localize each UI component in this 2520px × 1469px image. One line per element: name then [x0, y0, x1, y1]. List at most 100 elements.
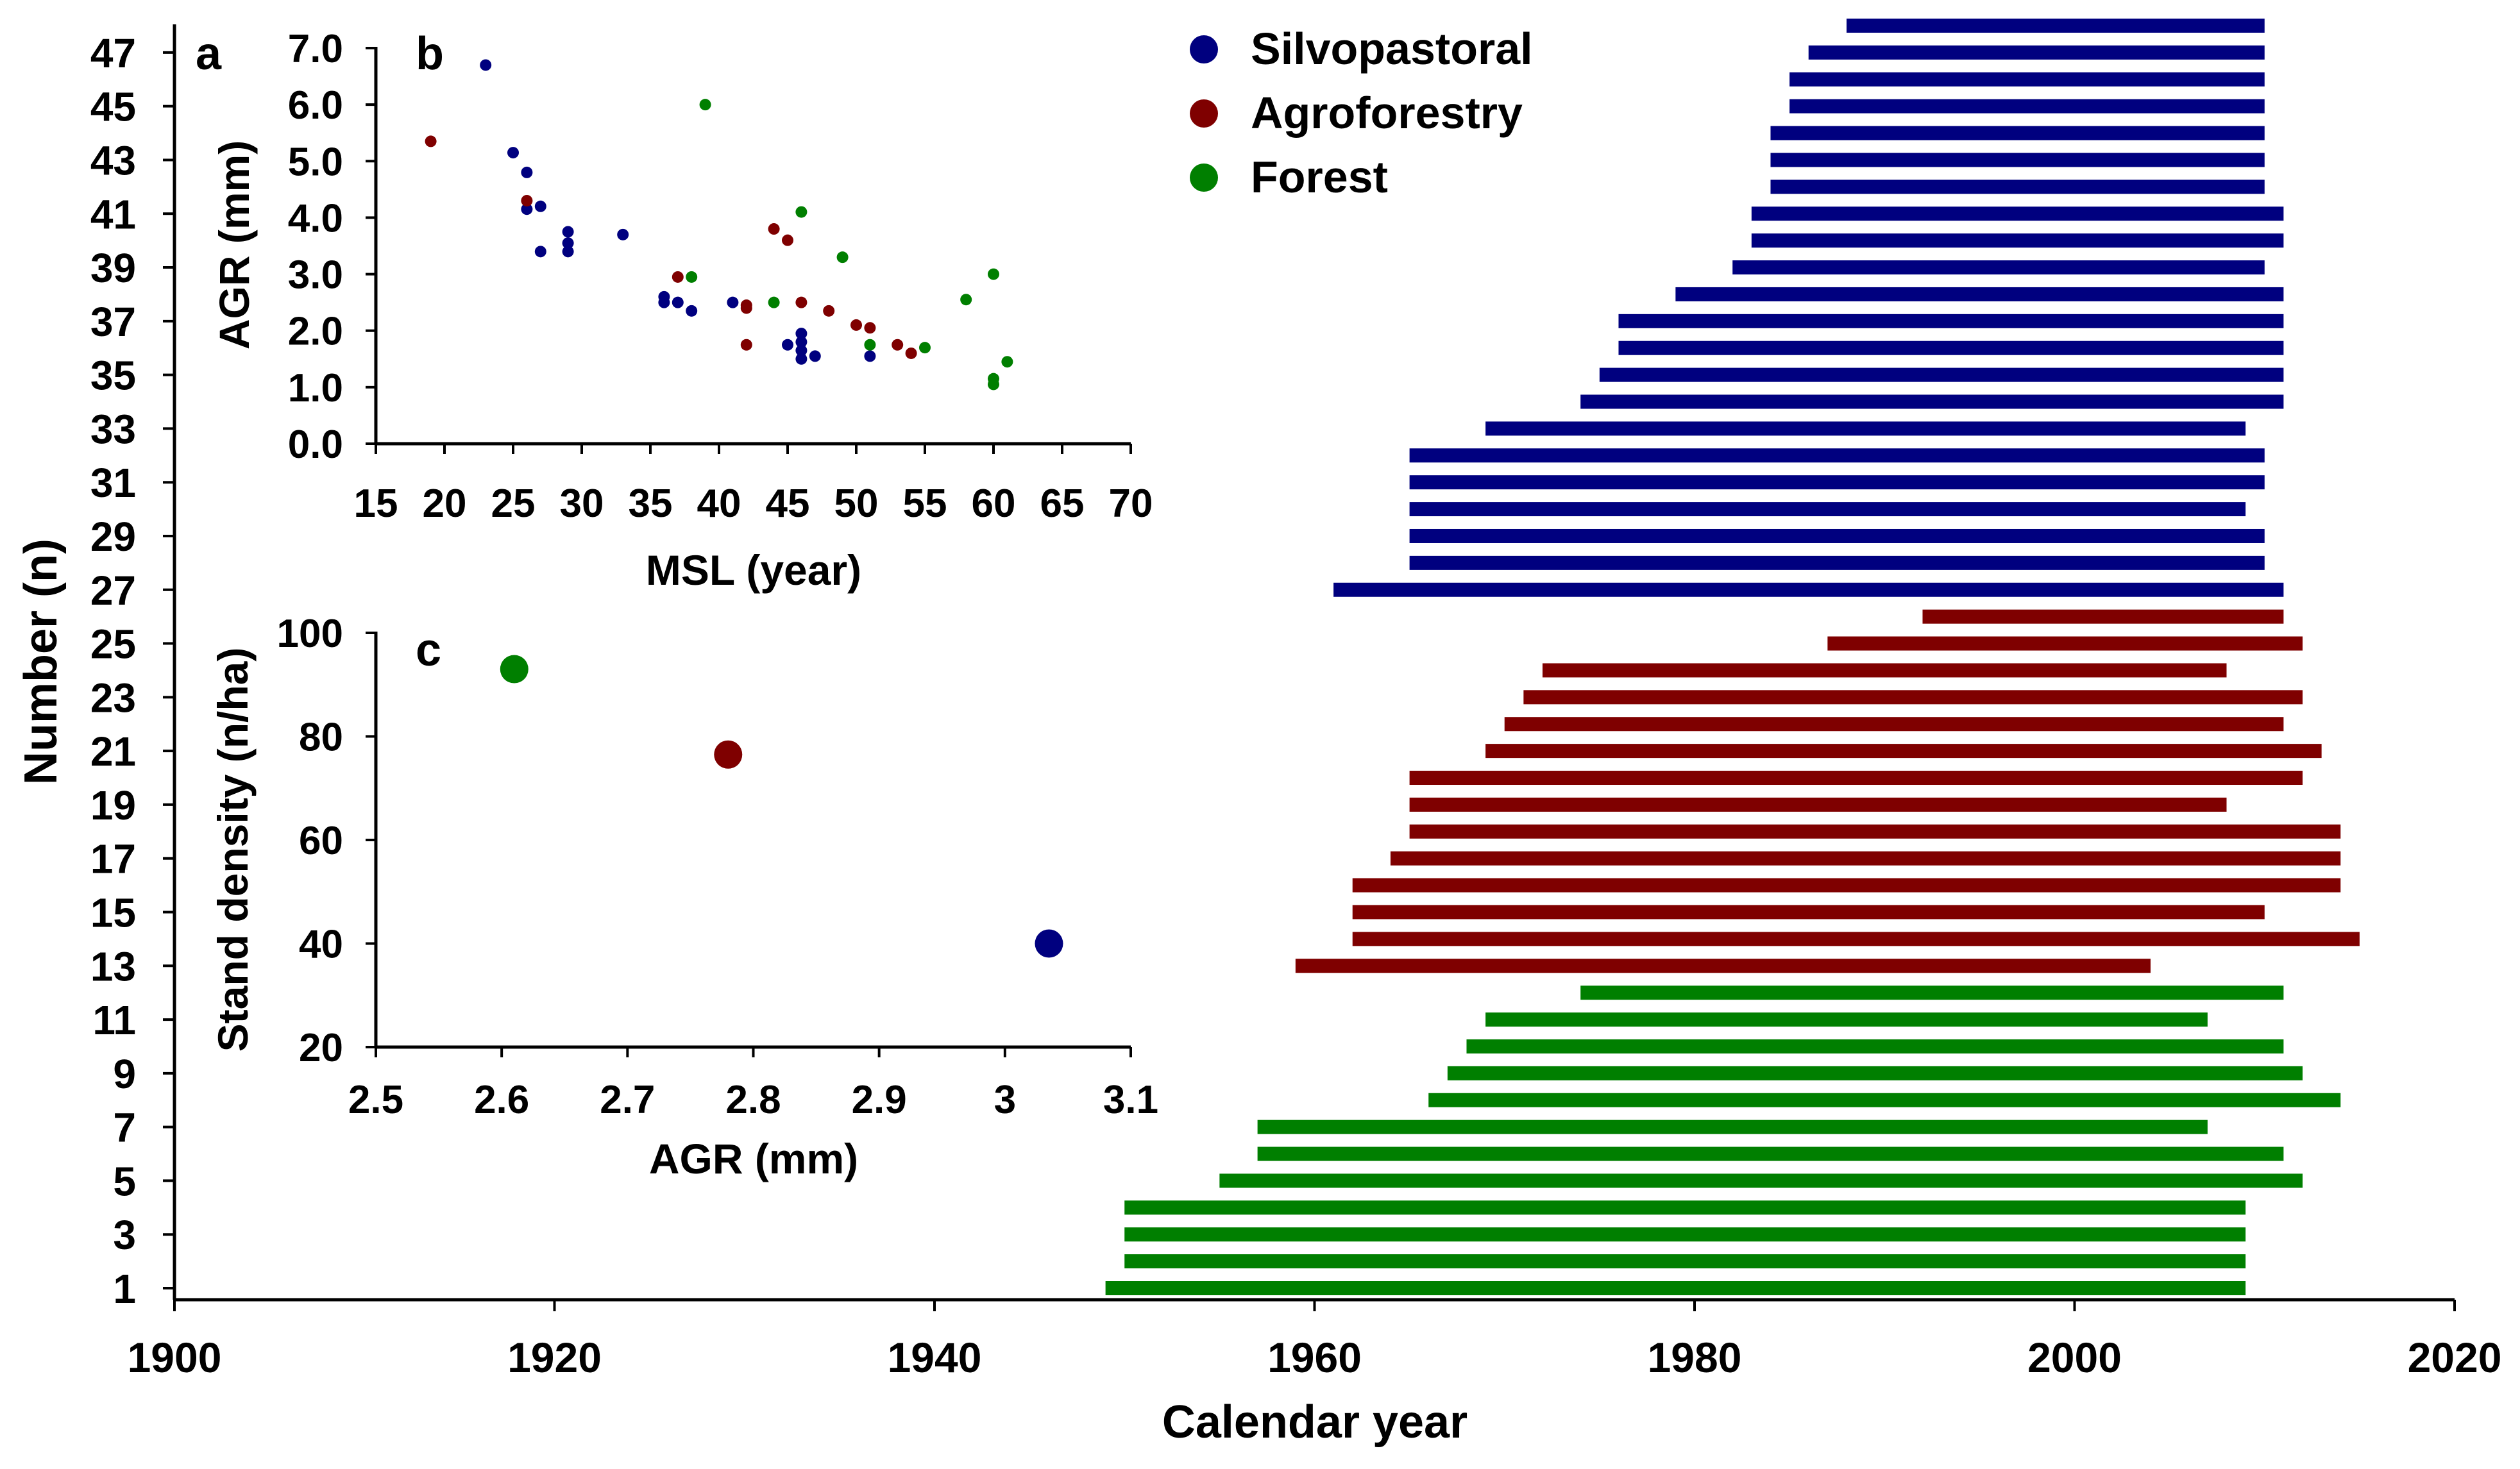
x-tick-label-1900: 1900	[128, 1334, 222, 1381]
panel-b-y-tick-label-3.0: 3.0	[288, 253, 343, 298]
panel-b-point-silvopastoral-6	[534, 246, 546, 258]
panel-b-y-tick-label-7.0: 7.0	[288, 27, 343, 71]
panel-b-y-tick-label-4.0: 4.0	[288, 196, 343, 240]
bar-forest-7	[1257, 1120, 2208, 1134]
legend-marker-silvopastoral	[1190, 35, 1218, 63]
legend-label-forest: Forest	[1251, 152, 1388, 202]
panel-b-point-agroforestry-6	[740, 339, 752, 351]
panel-b-point-forest-5	[836, 251, 849, 264]
panel-c-y-axis-label: Stand density (n/ha)	[209, 648, 257, 1052]
y-tick-label-23: 23	[90, 675, 136, 721]
bar-silvopastoral-44	[1770, 126, 2265, 140]
panel-b-point-forest-6	[864, 339, 876, 351]
panel-b-point-silvopastoral-15	[727, 296, 739, 308]
y-tick-label-45: 45	[90, 84, 136, 130]
panel-b-point-forest-11	[988, 378, 999, 390]
panel-b-point-silvopastoral-21	[809, 350, 821, 362]
panel-b-y-axis-label: AGR (mm)	[210, 140, 258, 349]
bar-agroforestry-19	[1409, 797, 2227, 812]
panel-b-point-silvopastoral-3	[521, 166, 533, 178]
bar-agroforestry-14	[1352, 932, 2360, 946]
panel-a-y-axis-label: Number (n)	[15, 539, 67, 785]
y-tick-label-43: 43	[90, 137, 136, 183]
bar-agroforestry-26	[1922, 609, 2284, 624]
panel-b-x-tick-label-25: 25	[491, 482, 536, 526]
panel-c-x-tick-label-3-1: 3.1	[1103, 1078, 1158, 1122]
panel-b-x-tick-label-70: 70	[1109, 482, 1153, 526]
y-tick-label-11: 11	[92, 997, 136, 1043]
bar-forest-10	[1466, 1039, 2284, 1053]
panel-b-point-agroforestry-12	[864, 322, 876, 334]
bar-silvopastoral-41	[1751, 206, 2284, 221]
panel-b-points	[425, 59, 1013, 390]
panel-c-x-tick-label-2-9: 2.9	[852, 1078, 907, 1122]
bar-silvopastoral-43	[1770, 153, 2265, 167]
bar-silvopastoral-38	[1675, 287, 2284, 301]
bar-agroforestry-23	[1523, 690, 2303, 705]
panel-b-x-axis-label: MSL (year)	[646, 546, 861, 594]
panel-b-point-forest-9	[988, 268, 999, 280]
bar-forest-11	[1485, 1012, 2208, 1027]
panel-b-point-silvopastoral-9	[562, 246, 574, 258]
bar-silvopastoral-34	[1580, 394, 2284, 409]
panel-b-x-tick-label-30: 30	[560, 482, 604, 526]
panel-b-point-agroforestry-2	[521, 194, 533, 206]
panel-b-point-forest-4	[795, 206, 808, 218]
panel-c-x-tick-label-2-7: 2.7	[600, 1078, 655, 1122]
bar-silvopastoral-27	[1333, 582, 2284, 597]
bar-silvopastoral-30	[1409, 502, 2246, 517]
panel-b-point-silvopastoral-8	[562, 237, 574, 249]
panel-b-point-silvopastoral-1	[480, 59, 492, 71]
bar-silvopastoral-45	[1789, 99, 2265, 113]
panel-b-point-agroforestry-14	[905, 347, 917, 359]
panel-b-point-forest-2	[699, 99, 711, 111]
y-tick-label-17: 17	[90, 836, 136, 882]
panel-c-point-silvopastoral	[1035, 929, 1063, 958]
y-tick-label-39: 39	[90, 245, 136, 291]
panel-a-bars	[1105, 19, 2360, 1295]
panel-c-y-tick-label-80: 80	[299, 716, 343, 760]
y-tick-label-1: 1	[113, 1266, 136, 1312]
panel-a: 1900 1920 1940 1960 1980 2000 2020 13579111315…	[15, 19, 2501, 1448]
panel-c-points	[500, 655, 1063, 958]
bar-forest-5	[1219, 1173, 2303, 1188]
panel-b-point-silvopastoral-13	[672, 296, 684, 308]
panel-b-point-agroforestry-7	[768, 223, 780, 235]
panel-b-x-tick-label-20: 20	[423, 482, 467, 526]
bar-silvopastoral-35	[1599, 367, 2284, 382]
panel-b-point-silvopastoral-7	[562, 226, 574, 238]
panel-b-point-agroforestry-3	[672, 271, 684, 283]
panel-b-point-silvopastoral-17	[795, 328, 808, 340]
panel-a-letter: a	[196, 28, 222, 80]
panel-b-point-agroforestry-9	[795, 296, 808, 308]
y-tick-label-13: 13	[90, 943, 136, 989]
y-tick-label-3: 3	[113, 1212, 136, 1258]
panel-b-x-tick-label-45: 45	[766, 482, 810, 526]
bar-agroforestry-18	[1409, 824, 2341, 839]
panel-b-point-silvopastoral-22	[864, 350, 876, 362]
bar-agroforestry-15	[1352, 905, 2265, 919]
legend-marker-agroforestry	[1190, 99, 1218, 128]
panel-b-point-silvopastoral-5	[534, 200, 546, 212]
legend: Silvopastoral Agroforestry Forest	[1190, 24, 1533, 202]
panel-b-point-silvopastoral-10	[617, 228, 629, 240]
panel-b: 15 20 25 30 35 40 45 50 55 60 65 70 0.0 1.0 2.0 3.0 4.0…	[210, 27, 1153, 594]
panel-c-point-forest	[500, 655, 529, 684]
panel-b-point-forest-3	[768, 296, 780, 308]
y-tick-label-21: 21	[90, 728, 136, 775]
panel-b-point-silvopastoral-4	[521, 203, 533, 215]
y-tick-label-27: 27	[90, 567, 136, 614]
bar-forest-6	[1257, 1146, 2284, 1161]
y-tick-label-35: 35	[90, 353, 136, 399]
bar-agroforestry-25	[1827, 636, 2303, 651]
panel-b-point-forest-8	[960, 294, 972, 306]
panel-b-x-tick-label-55: 55	[903, 482, 947, 526]
panel-c-x-tick-label-3: 3	[994, 1078, 1016, 1122]
panel-c-x-tick-label-2-5: 2.5	[348, 1078, 403, 1122]
y-tick-label-37: 37	[90, 299, 136, 345]
x-tick-label-1960: 1960	[1267, 1334, 1362, 1381]
bar-forest-2	[1124, 1254, 2246, 1269]
bar-silvopastoral-29	[1409, 528, 2265, 543]
panel-b-point-silvopastoral-16	[782, 339, 793, 351]
